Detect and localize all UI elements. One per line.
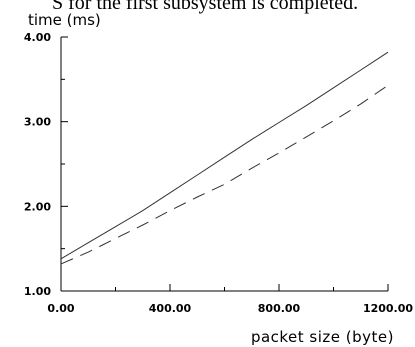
x-tick-label: 800.00	[258, 302, 301, 315]
series-layer	[60, 51, 389, 265]
y-tick-label: 2.00	[24, 200, 51, 213]
x-tick-label: 0.00	[47, 302, 74, 315]
y-tick-label: 1.00	[24, 285, 51, 298]
x-tick-label: 1200.00	[363, 302, 413, 315]
y-tick-label: 3.00	[24, 116, 51, 129]
series-solid-line	[60, 51, 389, 260]
y-tick-label: 4.00	[24, 31, 51, 44]
y-axis-label: time (ms)	[28, 11, 101, 29]
caption-fragment: S for the first subsystem is completed.	[52, 0, 358, 14]
x-tick-label: 400.00	[149, 302, 192, 315]
series-dashed-line	[60, 84, 389, 265]
x-axis-label: packet size (byte)	[251, 328, 394, 346]
axis-ticks: 0.00 400.00 800.00 1200.00 1.00 2.00 3.00 4.00	[24, 31, 414, 315]
